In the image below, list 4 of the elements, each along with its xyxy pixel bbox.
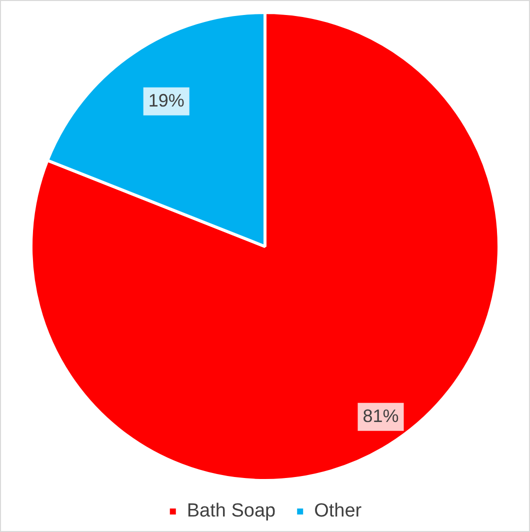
- legend-label: Bath Soap: [186, 500, 276, 522]
- legend-label: Other: [314, 500, 362, 522]
- data-label: 19%: [148, 90, 184, 110]
- data-label: 81%: [362, 406, 399, 426]
